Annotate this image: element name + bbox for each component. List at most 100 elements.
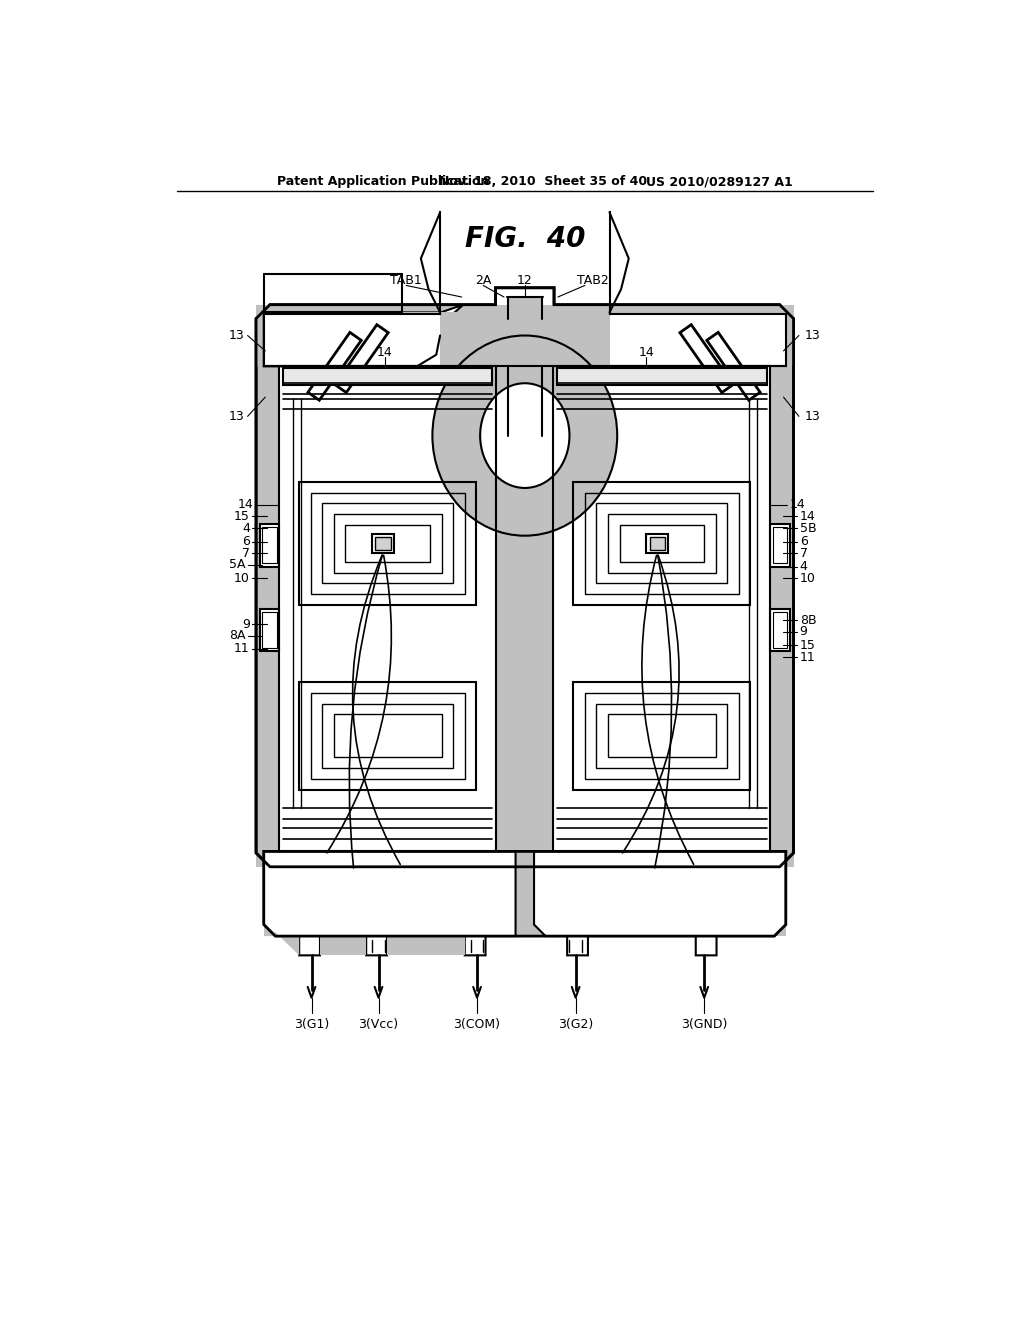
- Polygon shape: [497, 305, 553, 867]
- Circle shape: [323, 853, 329, 858]
- Text: 14: 14: [238, 499, 254, 511]
- Polygon shape: [508, 367, 542, 436]
- Text: 8B: 8B: [800, 614, 816, 627]
- Polygon shape: [264, 851, 785, 936]
- Text: 14: 14: [377, 346, 392, 359]
- Polygon shape: [649, 537, 665, 549]
- Text: 3(GND): 3(GND): [681, 1018, 727, 1031]
- Text: 12: 12: [517, 273, 532, 286]
- Text: 6: 6: [242, 536, 250, 548]
- Text: 10: 10: [234, 572, 250, 585]
- Polygon shape: [264, 305, 463, 367]
- Polygon shape: [508, 422, 542, 436]
- Text: FIG.  40: FIG. 40: [465, 226, 585, 253]
- Bar: [323, 503, 454, 583]
- Bar: [585, 693, 739, 779]
- Polygon shape: [264, 313, 785, 367]
- Polygon shape: [770, 609, 790, 651]
- Text: TAB1: TAB1: [390, 273, 422, 286]
- Bar: [585, 492, 739, 594]
- Bar: [310, 693, 465, 779]
- Text: 10: 10: [800, 572, 815, 585]
- Polygon shape: [609, 314, 785, 367]
- Bar: [299, 682, 476, 789]
- Polygon shape: [376, 537, 391, 549]
- Polygon shape: [770, 524, 790, 566]
- Text: US 2010/0289127 A1: US 2010/0289127 A1: [646, 176, 794, 187]
- Polygon shape: [557, 368, 767, 385]
- Text: 3(Vcc): 3(Vcc): [358, 1018, 398, 1031]
- Text: 3(G1): 3(G1): [294, 1018, 329, 1031]
- Polygon shape: [264, 932, 299, 956]
- Text: 3(G2): 3(G2): [558, 1018, 593, 1031]
- Text: 15: 15: [800, 639, 815, 652]
- Text: 9: 9: [800, 626, 808, 639]
- Polygon shape: [264, 313, 441, 367]
- Polygon shape: [373, 535, 394, 553]
- Bar: [620, 525, 705, 562]
- Text: 7: 7: [242, 546, 250, 560]
- Polygon shape: [387, 936, 465, 956]
- Text: 2A: 2A: [475, 273, 492, 286]
- Polygon shape: [256, 305, 794, 867]
- Bar: [573, 482, 751, 605]
- Polygon shape: [264, 314, 440, 367]
- Polygon shape: [264, 851, 515, 956]
- Bar: [608, 714, 716, 758]
- Text: 14: 14: [790, 499, 806, 511]
- Text: 13: 13: [228, 409, 245, 422]
- Polygon shape: [308, 333, 361, 400]
- Bar: [323, 704, 454, 768]
- Text: 4: 4: [800, 560, 808, 573]
- Text: 13: 13: [805, 409, 821, 422]
- Text: 13: 13: [228, 329, 245, 342]
- Text: 11: 11: [234, 643, 250, 656]
- Polygon shape: [680, 325, 733, 392]
- Polygon shape: [260, 609, 280, 651]
- Circle shape: [398, 863, 404, 870]
- Polygon shape: [264, 313, 785, 367]
- Text: 8A: 8A: [228, 630, 246, 643]
- Text: Patent Application Publication: Patent Application Publication: [276, 176, 489, 187]
- Circle shape: [351, 867, 357, 874]
- Polygon shape: [553, 367, 770, 851]
- Bar: [334, 515, 441, 573]
- Text: 3(COM): 3(COM): [454, 1018, 501, 1031]
- Polygon shape: [319, 936, 367, 956]
- Circle shape: [651, 867, 657, 874]
- Polygon shape: [707, 333, 760, 400]
- Text: 5A: 5A: [228, 558, 246, 572]
- Circle shape: [617, 853, 625, 858]
- Text: 14: 14: [800, 510, 815, 523]
- Bar: [310, 492, 465, 594]
- Polygon shape: [280, 367, 497, 851]
- Polygon shape: [535, 851, 785, 956]
- Polygon shape: [335, 325, 388, 392]
- Text: 15: 15: [234, 510, 250, 523]
- Text: 6: 6: [800, 536, 808, 548]
- Bar: [608, 515, 716, 573]
- Polygon shape: [283, 368, 493, 385]
- Polygon shape: [608, 313, 785, 367]
- Text: 9: 9: [242, 618, 250, 631]
- Text: 11: 11: [800, 651, 815, 664]
- Text: 13: 13: [805, 329, 821, 342]
- Text: 4: 4: [242, 521, 250, 535]
- Text: 14: 14: [639, 346, 654, 359]
- Polygon shape: [256, 305, 794, 867]
- Circle shape: [692, 863, 698, 870]
- Ellipse shape: [480, 383, 569, 488]
- Text: Nov. 18, 2010  Sheet 35 of 40: Nov. 18, 2010 Sheet 35 of 40: [438, 176, 647, 187]
- Polygon shape: [508, 297, 542, 305]
- Bar: [596, 503, 727, 583]
- Polygon shape: [256, 305, 794, 367]
- Bar: [334, 714, 441, 758]
- Text: TAB2: TAB2: [577, 273, 608, 286]
- Ellipse shape: [432, 335, 617, 536]
- Bar: [596, 704, 727, 768]
- Bar: [299, 482, 476, 605]
- Polygon shape: [260, 524, 280, 566]
- Bar: [345, 525, 430, 562]
- Polygon shape: [646, 535, 668, 553]
- Text: 5B: 5B: [800, 521, 816, 535]
